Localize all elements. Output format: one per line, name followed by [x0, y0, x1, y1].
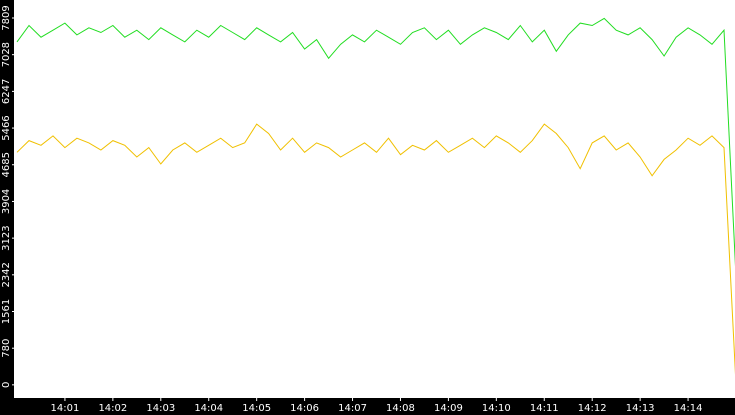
x-tick-label: 14:07: [338, 403, 367, 414]
x-tick-label: 14:11: [530, 403, 559, 414]
series-line: [16, 17, 735, 267]
y-tick-label: 1561: [1, 299, 12, 324]
x-tick-label: 14:08: [386, 403, 415, 414]
y-tick-label: 4685: [1, 152, 12, 177]
y-tick-label: 2342: [1, 262, 12, 287]
x-tick-label: 14:10: [482, 403, 511, 414]
x-tick-label: 14:09: [434, 403, 463, 414]
y-tick-label: 780: [1, 339, 12, 358]
y-axis-bar: [0, 0, 14, 415]
x-tick-label: 14:04: [194, 403, 223, 414]
x-tick-label: 14:12: [578, 403, 607, 414]
y-tick-label: 7028: [1, 42, 12, 67]
y-tick-label: 3123: [1, 225, 12, 250]
x-axis-bar: [0, 398, 735, 415]
x-tick-label: 14:02: [98, 403, 127, 414]
y-tick-label: 0: [1, 382, 12, 388]
x-tick-label: 14:06: [290, 403, 319, 414]
y-tick-label: 6247: [1, 79, 12, 104]
y-tick-label: 3904: [1, 189, 12, 214]
x-tick-label: 14:03: [146, 403, 175, 414]
y-tick-label: 5466: [1, 115, 12, 140]
x-tick-label: 14:05: [242, 403, 271, 414]
series-line: [16, 123, 735, 375]
x-tick-label: 14:13: [626, 403, 655, 414]
x-tick-label: 14:14: [674, 403, 703, 414]
y-tick-label: 7809: [1, 5, 12, 30]
x-tick-label: 14:01: [51, 403, 80, 414]
